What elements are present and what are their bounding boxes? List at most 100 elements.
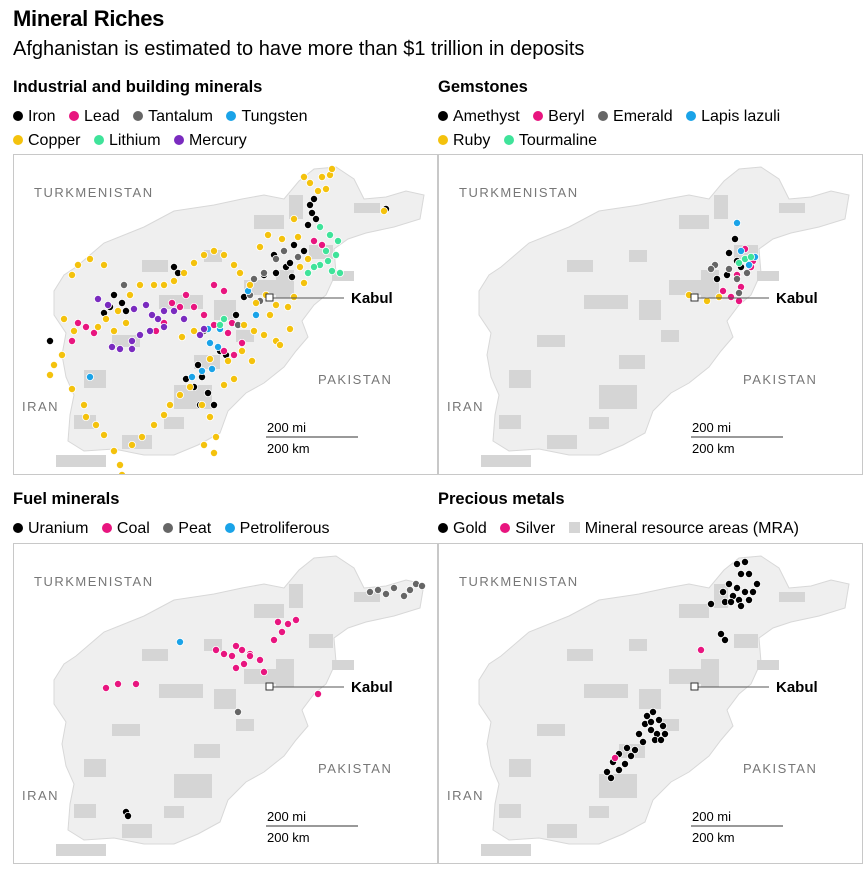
deposit-point: [102, 314, 111, 323]
deposit-point: [175, 302, 184, 311]
deposit-point: [159, 410, 168, 419]
deposit-point: [245, 281, 254, 290]
deposit-point: [223, 356, 232, 365]
deposit-point: [417, 582, 426, 591]
deposit-point: [145, 326, 154, 335]
legend-swatch: [500, 523, 511, 533]
chart-title: Mineral Riches: [13, 6, 165, 31]
legend-swatch: [438, 111, 448, 121]
deposit-point: [116, 460, 125, 469]
deposit-point: [185, 382, 194, 391]
deposit-point: [323, 257, 332, 266]
deposit-point: [279, 247, 288, 256]
legend-swatch: [101, 523, 112, 533]
legend-swatch: [13, 111, 23, 121]
deposit-point: [213, 342, 222, 351]
deposit-point: [130, 304, 139, 313]
deposit-point: [86, 255, 95, 264]
deposit-point: [195, 330, 204, 339]
mineral-resource-area: [701, 659, 719, 687]
deposit-point: [742, 269, 751, 278]
deposit-point: [251, 298, 260, 307]
deposit-point: [736, 569, 745, 578]
legend-item-mra: Mineral resource areas (MRA): [568, 517, 799, 541]
deposit-point: [718, 286, 727, 295]
deposit-point: [389, 584, 398, 593]
deposit-point: [285, 259, 294, 268]
mineral-resource-area: [164, 806, 184, 818]
deposit-point: [720, 636, 729, 645]
deposit-point: [263, 231, 272, 240]
deposit-point: [219, 346, 228, 355]
label-kabul: Kabul: [351, 290, 393, 307]
deposit-point: [100, 261, 109, 270]
deposit-point: [642, 711, 651, 720]
deposit-point: [734, 288, 743, 297]
panel-title: Fuel minerals: [13, 490, 120, 508]
deposit-point: [269, 636, 278, 645]
legend-item-gold: Gold: [438, 517, 487, 541]
deposit-point: [102, 683, 111, 692]
deposit-point: [229, 261, 238, 270]
deposit-point: [118, 298, 127, 307]
mineral-resource-area: [142, 260, 168, 272]
deposit-point: [313, 689, 322, 698]
deposit-point: [289, 241, 298, 250]
deposit-point: [726, 292, 735, 301]
afghanistan-shape: [478, 555, 850, 845]
deposit-point: [211, 432, 220, 441]
deposit-point: [305, 178, 314, 187]
mineral-resource-area: [174, 774, 212, 798]
deposit-point: [283, 302, 292, 311]
deposit-point: [744, 569, 753, 578]
panel-title: Gemstones: [438, 78, 528, 96]
deposit-point: [249, 326, 258, 335]
mineral-resource-area: [499, 804, 521, 818]
label-pakistan: PAKISTAN: [318, 372, 392, 387]
deposit-point: [740, 588, 749, 597]
mineral-resource-area: [639, 300, 661, 320]
legend-item-petroliferous: Petroliferous: [224, 517, 329, 541]
deposit-point: [315, 223, 324, 232]
deposit-point: [287, 273, 296, 282]
deposit-point: [299, 172, 308, 181]
mineral-resource-area: [779, 203, 805, 213]
mineral-resource-area: [481, 455, 531, 467]
mineral-resource-area: [584, 684, 628, 698]
map-industrial: TURKMENISTAN PAKISTAN IRAN Kabul 200 mi 200 k…: [13, 154, 438, 475]
deposit-point: [245, 652, 254, 661]
mineral-resource-area: [122, 435, 152, 449]
deposit-point: [291, 616, 300, 625]
deposit-point: [237, 338, 246, 347]
mineral-resource-area: [332, 271, 354, 281]
deposit-point: [325, 231, 334, 240]
deposit-point: [646, 717, 655, 726]
deposit-point: [181, 290, 190, 299]
deposit-point: [289, 292, 298, 301]
deposit-point: [405, 586, 414, 595]
kabul-marker: [265, 682, 274, 691]
deposit-point: [259, 668, 268, 677]
deposit-point: [209, 400, 218, 409]
deposit-point: [734, 259, 743, 268]
label-pakistan: PAKISTAN: [743, 372, 817, 387]
deposit-point: [165, 400, 174, 409]
deposit-point: [197, 400, 206, 409]
deposit-point: [249, 275, 258, 284]
legend-item-peat: Peat: [163, 517, 211, 541]
deposit-point: [732, 559, 741, 568]
deposit-point: [746, 253, 755, 262]
deposit-point: [149, 281, 158, 290]
deposit-point: [706, 265, 715, 274]
deposit-point: [271, 269, 280, 278]
deposit-point: [207, 364, 216, 373]
mineral-resource-area: [547, 435, 577, 449]
deposit-point: [724, 265, 733, 274]
mineral-resource-area: [679, 604, 709, 618]
deposit-point: [159, 306, 168, 315]
deposit-point: [68, 336, 77, 345]
scale-label-mi: 200 mi: [692, 809, 731, 824]
deposit-point: [309, 263, 318, 272]
deposit-point: [736, 247, 745, 256]
deposit-point: [193, 360, 202, 369]
